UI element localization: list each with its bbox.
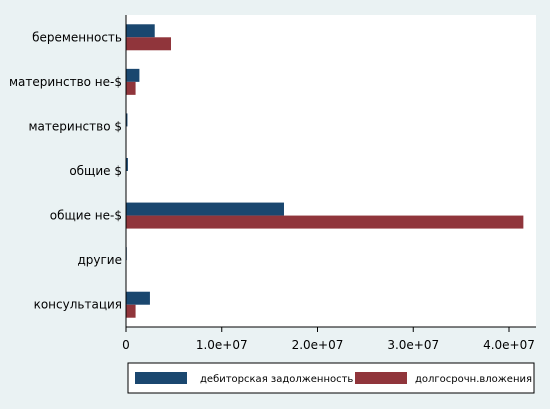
category-label: общие $ (69, 164, 122, 178)
category-labels: беременность материнство не-$ материнство … (9, 30, 122, 311)
bar-investments-1 (126, 81, 136, 95)
x-axis-ticks: 0 1.0e+07 2.0e+07 3.0e+07 4.0e+07 (122, 327, 535, 352)
bar-receivables-3 (126, 158, 128, 171)
category-label: материнство не-$ (9, 75, 122, 89)
bar-receivables-6 (126, 291, 150, 305)
category-label: консультация (34, 298, 122, 312)
x-tick-label: 0 (122, 338, 130, 352)
bar-receivables-1 (126, 68, 140, 82)
bar-investments-6 (126, 304, 136, 318)
legend-swatch-1 (355, 372, 407, 384)
x-tick-label: 2.0e+07 (292, 338, 344, 352)
category-label: общие не-$ (50, 209, 122, 223)
legend-box (127, 362, 535, 394)
plot-area (126, 15, 536, 327)
bar-receivables-4 (126, 202, 284, 216)
legend-label-1: долгосрочн.вложения (415, 374, 532, 385)
legend-label-0: дебиторская задолженность (200, 374, 353, 385)
bar-investments-4 (126, 215, 524, 229)
bar-group (126, 24, 524, 318)
bar-receivables-2 (126, 113, 128, 127)
x-tick-label: 1.0e+07 (196, 338, 248, 352)
legend-swatch-0 (135, 372, 187, 384)
bar-investments-0 (126, 37, 172, 51)
x-tick-label: 3.0e+07 (387, 338, 439, 352)
category-label: беременность (32, 30, 122, 44)
x-tick-label: 4.0e+07 (483, 338, 535, 352)
category-label: материнство $ (29, 119, 123, 133)
bar-receivables-0 (126, 24, 155, 38)
category-label: другие (77, 253, 122, 267)
legend: дебиторская задолженность долгосрочн.влож… (127, 362, 535, 394)
